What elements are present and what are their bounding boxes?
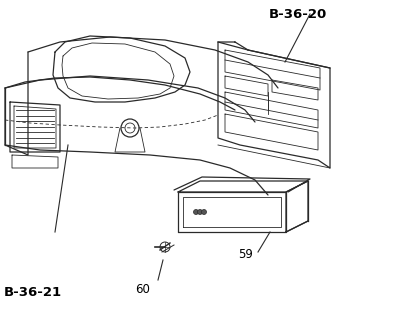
Circle shape	[193, 210, 198, 214]
Text: B-36-20: B-36-20	[269, 8, 327, 21]
Circle shape	[202, 210, 206, 214]
Text: B-36-21: B-36-21	[4, 286, 62, 299]
Text: 59: 59	[238, 248, 253, 261]
Text: 60: 60	[136, 283, 151, 296]
Circle shape	[198, 210, 202, 214]
